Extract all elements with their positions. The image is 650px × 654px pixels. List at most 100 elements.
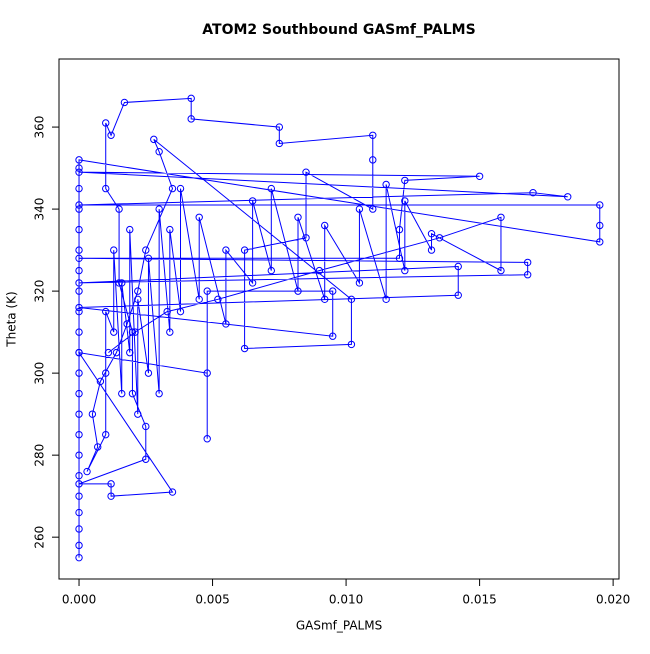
data-point (75, 266, 83, 275)
data-point (75, 164, 83, 172)
data-point (75, 553, 83, 562)
y-tick-label: 340 (33, 198, 47, 221)
data-point (115, 205, 123, 213)
data-point (369, 131, 377, 139)
y-tick-label: 300 (33, 362, 47, 385)
data-point (195, 213, 203, 221)
data-point (142, 422, 150, 431)
y-tick-label: 320 (33, 280, 47, 303)
data-point (294, 213, 302, 221)
data-point (75, 389, 83, 398)
x-tick-label: 0.000 (62, 593, 96, 607)
data-point (395, 254, 404, 263)
x-tick-label: 0.005 (195, 593, 229, 607)
data-point (168, 488, 177, 496)
data-point (355, 205, 364, 213)
data-point (435, 234, 444, 242)
data-point (75, 307, 83, 316)
data-point (75, 201, 83, 209)
data-point (382, 295, 390, 304)
data-point (83, 467, 91, 476)
data-point (214, 295, 222, 304)
data-point (203, 287, 211, 295)
data-point (248, 197, 257, 205)
data-point (497, 213, 505, 221)
data-point (596, 221, 604, 230)
data-point (75, 168, 83, 176)
data-point (126, 225, 134, 234)
data-point (168, 184, 177, 193)
data-point (369, 205, 377, 213)
data-point (102, 307, 110, 316)
data-point (176, 184, 185, 193)
data-point (75, 328, 83, 336)
data-point (142, 455, 150, 463)
x-tick-label: 0.020 (596, 593, 630, 607)
data-point (329, 332, 337, 340)
data-point (401, 266, 409, 275)
data-point (115, 279, 123, 287)
data-point (195, 295, 203, 304)
data-point (369, 156, 377, 164)
data-point (294, 287, 302, 295)
data-point (75, 492, 83, 500)
data-point (75, 508, 83, 517)
y-tick-label: 260 (33, 526, 47, 549)
data-point (355, 279, 364, 287)
data-point (454, 291, 462, 299)
data-point (107, 492, 115, 500)
data-point (75, 348, 83, 357)
data-point (155, 205, 163, 213)
data-point (128, 328, 137, 336)
data-point (401, 197, 409, 205)
data-point (112, 348, 121, 357)
data-point (275, 123, 284, 131)
data-point (240, 246, 249, 254)
data-point (523, 271, 532, 279)
data-point (187, 115, 195, 123)
data-point (321, 295, 329, 304)
data-point (150, 135, 158, 144)
data-point (302, 234, 310, 242)
data-point (427, 230, 436, 238)
data-point (75, 246, 83, 254)
data-point (142, 246, 150, 254)
data-point (144, 254, 153, 263)
data-point (75, 525, 83, 533)
data-point (382, 180, 390, 189)
data-point (75, 287, 83, 295)
data-point (75, 156, 83, 164)
data-point (347, 340, 356, 349)
data-point (347, 295, 356, 304)
data-point (134, 410, 142, 418)
data-point (596, 238, 604, 246)
data-point (75, 254, 83, 263)
data-point (222, 320, 230, 328)
data-point (75, 205, 83, 213)
data-point (110, 246, 118, 254)
data-point (176, 307, 185, 316)
data-point (126, 348, 134, 357)
data-point (75, 184, 83, 193)
data-point (102, 369, 110, 377)
data-point (497, 266, 505, 275)
x-tick-label: 0.015 (462, 593, 496, 607)
data-point (155, 389, 163, 398)
data-point (104, 348, 113, 357)
data-point (454, 262, 462, 271)
data-point (75, 303, 83, 312)
data-point (75, 225, 83, 234)
data-point (102, 430, 110, 439)
data-point (75, 369, 83, 377)
data-point (88, 410, 97, 418)
data-point (302, 168, 310, 176)
data-point (248, 279, 257, 287)
data-point (144, 369, 153, 377)
data-point (120, 98, 129, 107)
data-point (102, 184, 110, 193)
y-tick-label: 360 (33, 116, 47, 139)
x-tick-label: 0.010 (329, 593, 363, 607)
data-point (427, 246, 436, 254)
